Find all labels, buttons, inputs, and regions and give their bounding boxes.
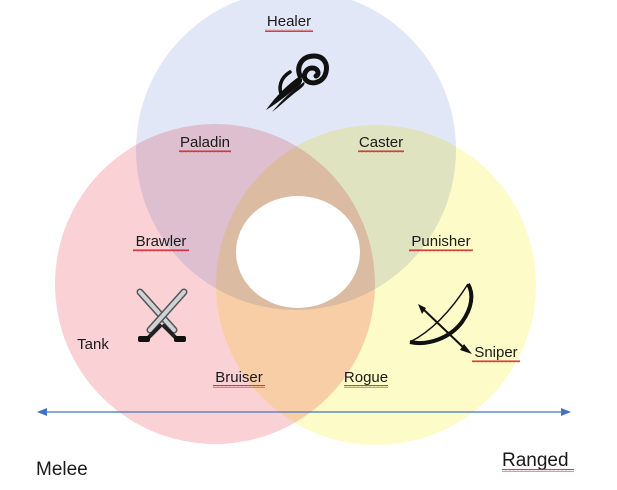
label-bruiser: Bruiser (215, 369, 263, 386)
label-healer: Healer (267, 13, 311, 30)
bow-arrow-icon (409, 282, 474, 354)
squiggle-rogue (344, 385, 388, 388)
axis-arrow-left (37, 408, 47, 416)
label-brawler: Brawler (136, 233, 187, 250)
label-rogue: Rogue (344, 369, 388, 386)
axis-label-ranged: Ranged (502, 450, 569, 471)
label-punisher: Punisher (411, 233, 470, 250)
axis-label-melee: Melee (36, 459, 88, 480)
squiggle-paladin (179, 150, 231, 153)
squiggle-sniper (472, 360, 520, 363)
melee-ranged-axis: Melee Ranged (36, 408, 574, 480)
role-labels: Healer Paladin Caster Brawler Punisher T… (77, 13, 520, 388)
squiggle-bruiser (213, 385, 265, 388)
label-tank: Tank (77, 336, 109, 353)
squiggle-ranged (502, 469, 574, 472)
label-paladin: Paladin (180, 134, 230, 151)
squiggle-brawler (133, 249, 189, 252)
crossed-swords-icon (136, 288, 188, 342)
axis-arrow-right (561, 408, 571, 416)
staff-swirl-icon (266, 53, 329, 112)
label-caster: Caster (359, 134, 403, 151)
squiggle-caster (358, 150, 404, 153)
label-sniper: Sniper (474, 344, 517, 361)
squiggle-punisher (409, 249, 473, 252)
squiggle-healer (265, 29, 313, 32)
center-hole (236, 196, 360, 308)
